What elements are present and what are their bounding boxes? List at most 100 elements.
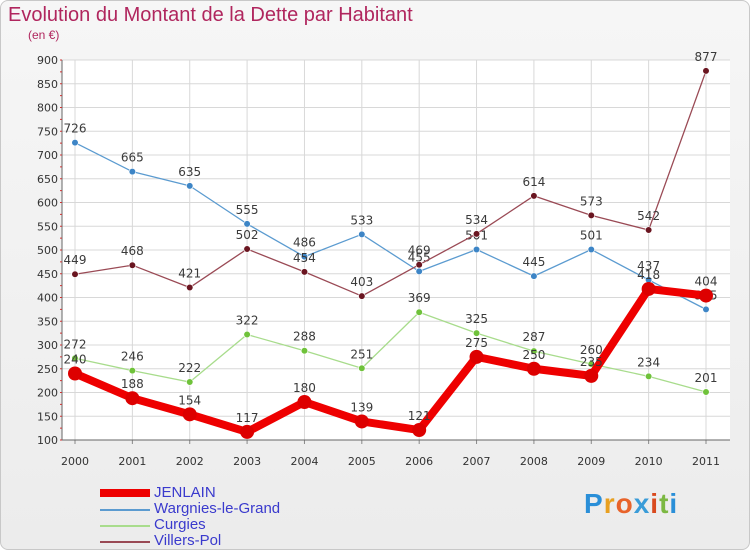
data-point bbox=[243, 245, 251, 253]
data-point bbox=[472, 230, 481, 238]
data-label: 534 bbox=[465, 213, 488, 227]
logo-letter: P bbox=[584, 488, 604, 519]
x-tick-label: 2006 bbox=[405, 455, 433, 468]
data-label: 421 bbox=[178, 267, 201, 281]
data-point bbox=[128, 261, 136, 269]
data-label: 437 bbox=[637, 259, 660, 273]
data-point bbox=[415, 308, 423, 316]
data-label: 288 bbox=[293, 330, 316, 344]
x-tick-label: 2001 bbox=[118, 455, 146, 468]
data-label: 117 bbox=[236, 411, 259, 425]
data-label: 614 bbox=[522, 175, 545, 189]
series-line bbox=[74, 141, 707, 311]
x-tick-label: 2010 bbox=[635, 455, 663, 468]
data-label: 251 bbox=[350, 347, 373, 361]
data-point bbox=[128, 367, 136, 375]
data-label: 250 bbox=[522, 348, 545, 362]
data-point bbox=[530, 192, 538, 200]
y-tick-label: 450 bbox=[37, 268, 58, 281]
data-point bbox=[186, 283, 194, 292]
data-point bbox=[354, 414, 369, 429]
data-label: 454 bbox=[293, 251, 316, 265]
legend-item: Villers-Pol bbox=[100, 532, 360, 550]
series-jenlain: 240 188 154 117 180 139 121 275 250 235 418 404 bbox=[64, 268, 717, 439]
data-point bbox=[71, 139, 79, 147]
data-label: 222 bbox=[178, 361, 201, 375]
data-point bbox=[702, 305, 710, 313]
data-point bbox=[587, 211, 595, 219]
x-tick-label: 2003 bbox=[233, 455, 261, 468]
data-point bbox=[645, 372, 653, 380]
data-label: 139 bbox=[350, 400, 373, 414]
data-label: 573 bbox=[580, 194, 603, 208]
x-tick-label: 2005 bbox=[348, 455, 376, 468]
data-point bbox=[243, 330, 251, 339]
data-point bbox=[358, 292, 366, 300]
x-tick-label: 2008 bbox=[520, 455, 548, 468]
data-point bbox=[186, 182, 194, 190]
data-point bbox=[128, 168, 136, 176]
data-label: 154 bbox=[178, 393, 201, 407]
series-line bbox=[74, 70, 707, 297]
data-point bbox=[415, 267, 423, 275]
data-label: 542 bbox=[637, 209, 660, 223]
data-point bbox=[243, 220, 251, 228]
data-point bbox=[240, 424, 255, 439]
data-point bbox=[472, 329, 481, 337]
data-label: 121 bbox=[408, 409, 431, 423]
y-tick-label: 250 bbox=[37, 363, 58, 376]
data-point bbox=[584, 368, 599, 383]
y-tick-label: 850 bbox=[37, 78, 58, 91]
y-tick-label: 600 bbox=[37, 197, 58, 210]
data-point bbox=[530, 272, 538, 280]
series-villers-pol: 449 468 421 502 454 403 469 534 614 573 542 877 bbox=[64, 50, 717, 300]
legend-swatch bbox=[100, 509, 150, 511]
y-tick-label: 550 bbox=[37, 220, 58, 233]
y-tick-label: 500 bbox=[37, 244, 58, 257]
chart-title: Evolution du Montant de la Dette par Hab… bbox=[8, 4, 413, 26]
data-label: 240 bbox=[64, 353, 87, 367]
data-label: 469 bbox=[408, 244, 431, 258]
data-point bbox=[641, 281, 656, 296]
y-tick-label: 150 bbox=[37, 410, 58, 423]
legend-swatch bbox=[100, 525, 150, 527]
data-point bbox=[702, 388, 710, 396]
data-point bbox=[300, 253, 309, 261]
data-label: 665 bbox=[121, 151, 144, 165]
y-tick-label: 700 bbox=[37, 149, 58, 162]
data-label: 272 bbox=[64, 337, 87, 351]
data-point bbox=[300, 347, 309, 355]
data-label: 418 bbox=[637, 268, 660, 282]
x-tick-label: 2004 bbox=[290, 455, 318, 468]
x-tick-label: 2000 bbox=[61, 455, 89, 468]
y-tick-label: 650 bbox=[37, 173, 58, 186]
legend-item: JENLAIN bbox=[100, 484, 360, 502]
x-tick-label: 2011 bbox=[692, 455, 720, 468]
data-label: 445 bbox=[522, 255, 545, 269]
data-label: 533 bbox=[350, 213, 373, 227]
data-point bbox=[186, 378, 194, 386]
y-tick-label: 750 bbox=[37, 125, 58, 138]
data-point bbox=[358, 230, 366, 238]
data-label: 201 bbox=[695, 371, 718, 385]
data-point bbox=[645, 226, 653, 234]
data-point bbox=[71, 270, 79, 278]
legend-label: Villers-Pol bbox=[154, 532, 222, 549]
data-label: 246 bbox=[121, 350, 144, 364]
logo-letter: x bbox=[633, 488, 651, 519]
data-label: 234 bbox=[637, 355, 660, 369]
data-label: 369 bbox=[408, 291, 431, 305]
y-tick-label: 350 bbox=[37, 315, 58, 328]
chart-subtitle: (en €) bbox=[28, 28, 60, 42]
data-point bbox=[297, 395, 312, 409]
logo-letter: r bbox=[603, 488, 616, 519]
data-label: 468 bbox=[121, 244, 144, 258]
y-tick-label: 100 bbox=[37, 434, 58, 447]
line-chart: 100 150 200 250 300 350 400 450 500 550 600 650 700 7… bbox=[37, 50, 730, 468]
logo-letter: i bbox=[650, 488, 660, 519]
legend-item: Curgies bbox=[100, 516, 360, 534]
logo-letter: t bbox=[659, 488, 670, 519]
data-label: 455 bbox=[408, 250, 431, 264]
legend-label: Curgies bbox=[154, 516, 206, 533]
y-tick-label: 900 bbox=[37, 54, 58, 67]
